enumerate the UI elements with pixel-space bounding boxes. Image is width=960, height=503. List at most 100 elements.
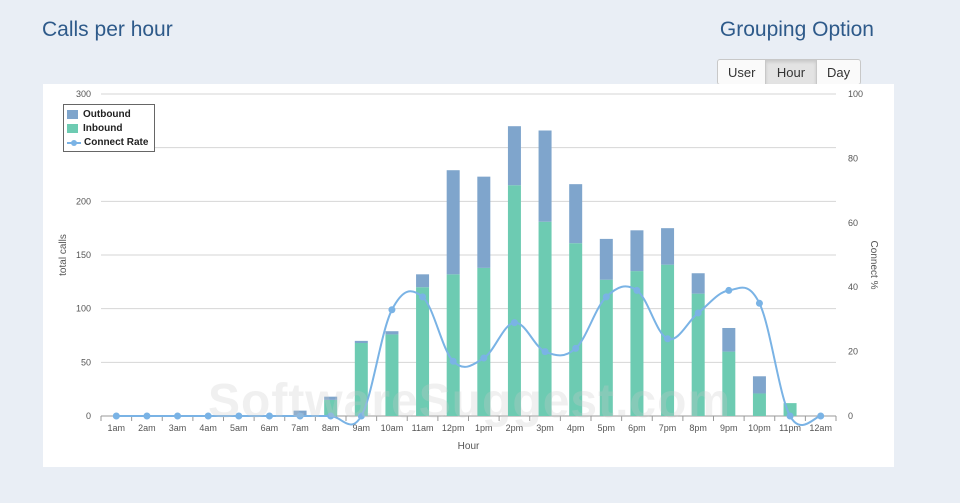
x-tick-label: 6am — [261, 423, 279, 433]
connect-rate-point-1am — [112, 412, 120, 420]
chart-legend: Outbound Inbound Connect Rate — [63, 104, 155, 152]
connect-rate-point-9am — [357, 412, 365, 420]
x-tick-label: 4am — [199, 423, 217, 433]
connect-rate-point-4pm — [572, 344, 580, 352]
grouping-option-title: Grouping Option — [719, 18, 874, 41]
x-tick-label: 10pm — [748, 423, 771, 433]
bar-inbound-3pm — [538, 221, 552, 416]
y2-tick-label: 60 — [848, 218, 858, 228]
connect-rate-point-11am — [419, 293, 427, 301]
legend-item-connect-rate[interactable]: Connect Rate — [67, 135, 151, 149]
y2-tick-label: 0 — [848, 411, 853, 421]
bar-inbound-9am — [354, 343, 368, 416]
connect-rate-point-7pm — [664, 335, 672, 343]
bar-inbound-9pm — [722, 351, 736, 416]
bar-outbound-4pm — [569, 184, 583, 244]
group-by-hour-button[interactable]: Hour — [766, 59, 817, 85]
x-tick-label: 12am — [809, 423, 832, 433]
y2-tick-label: 100 — [848, 89, 863, 99]
legend-label-outbound: Outbound — [83, 108, 131, 120]
group-by-day-button[interactable]: Day — [817, 59, 861, 85]
connect-rate-point-2pm — [510, 319, 518, 327]
x-tick-label: 1am — [108, 423, 126, 433]
y2-axis-title: Connect % — [868, 241, 879, 290]
y-tick-label: 100 — [76, 304, 91, 314]
bar-inbound-11am — [416, 287, 430, 416]
bar-outbound-1pm — [477, 176, 491, 268]
connect-rate-point-10pm — [755, 299, 763, 307]
x-tick-label: 1pm — [475, 423, 493, 433]
bar-outbound-5pm — [599, 238, 613, 280]
x-tick-label: 9pm — [720, 423, 738, 433]
group-by-user-button[interactable]: User — [717, 59, 766, 85]
outbound-swatch — [67, 109, 78, 119]
y2-tick-label: 40 — [848, 282, 858, 292]
x-axis-title: Hour — [458, 441, 480, 452]
legend-item-inbound[interactable]: Inbound — [67, 121, 151, 135]
x-tick-label: 7pm — [659, 423, 677, 433]
bar-outbound-10pm — [752, 376, 766, 394]
x-tick-label: 12pm — [442, 423, 465, 433]
x-tick-label: 9am — [353, 423, 371, 433]
connect-rate-point-2am — [143, 412, 151, 420]
x-tick-label: 2pm — [506, 423, 524, 433]
bar-inbound-12pm — [446, 274, 460, 416]
page-title: Calls per hour — [42, 18, 173, 41]
x-tick-label: 8am — [322, 423, 340, 433]
y-tick-label: 300 — [76, 89, 91, 99]
x-tick-label: 3am — [169, 423, 187, 433]
x-tick-label: 11am — [412, 423, 434, 433]
bar-outbound-9pm — [722, 327, 736, 352]
connect-rate-point-11pm — [786, 412, 794, 420]
bar-outbound-9am — [354, 340, 368, 344]
bar-outbound-7pm — [661, 228, 675, 265]
x-tick-label: 4pm — [567, 423, 585, 433]
inbound-swatch — [67, 123, 78, 133]
bar-inbound-8am — [324, 399, 338, 416]
x-tick-label: 5pm — [598, 423, 616, 433]
connect-rate-point-1pm — [480, 354, 488, 362]
bar-inbound-6pm — [630, 271, 644, 416]
bar-inbound-1pm — [477, 267, 491, 416]
x-tick-label: 10am — [381, 423, 404, 433]
x-tick-label: 11pm — [779, 423, 801, 433]
connect-rate-point-4am — [204, 412, 212, 420]
bar-outbound-6pm — [630, 230, 644, 272]
bar-inbound-8pm — [691, 293, 705, 416]
calls-per-hour-chart: 0501001502002503000204060801001am2am3am4… — [43, 84, 894, 467]
connect-rate-point-5am — [235, 412, 243, 420]
y2-tick-label: 20 — [848, 347, 858, 357]
y-tick-label: 50 — [81, 357, 91, 367]
connect-rate-point-8am — [327, 412, 335, 420]
legend-label-inbound: Inbound — [83, 122, 123, 134]
bar-outbound-10am — [385, 331, 399, 335]
connect-rate-point-3am — [174, 412, 182, 420]
connect-rate-point-7am — [296, 412, 304, 420]
x-tick-label: 6pm — [628, 423, 646, 433]
y2-tick-label: 80 — [848, 153, 858, 163]
connect-rate-point-9pm — [725, 286, 733, 294]
connect-rate-point-6pm — [633, 286, 641, 294]
connect-rate-swatch — [67, 138, 81, 147]
bar-outbound-8pm — [691, 273, 705, 294]
bar-inbound-10am — [385, 334, 399, 416]
x-tick-label: 8pm — [689, 423, 707, 433]
legend-label-connect-rate: Connect Rate — [84, 136, 149, 148]
connect-rate-point-5pm — [602, 293, 610, 301]
x-tick-label: 7am — [291, 423, 309, 433]
connect-rate-point-6am — [265, 412, 273, 420]
bar-outbound-12pm — [446, 170, 460, 275]
bar-inbound-10pm — [752, 393, 766, 416]
chart-svg: 0501001502002503000204060801001am2am3am4… — [58, 89, 879, 452]
y-tick-label: 0 — [86, 411, 91, 421]
bar-inbound-4pm — [569, 243, 583, 416]
connect-rate-point-12pm — [449, 357, 457, 365]
x-tick-label: 5am — [230, 423, 248, 433]
bar-inbound-5pm — [599, 279, 613, 416]
connect-rate-point-10am — [388, 306, 396, 314]
bar-outbound-3pm — [538, 130, 552, 222]
legend-item-outbound[interactable]: Outbound — [67, 107, 151, 121]
x-tick-label: 2am — [138, 423, 156, 433]
connect-rate-line — [116, 285, 821, 426]
grouping-button-group: User Hour Day — [717, 59, 861, 85]
